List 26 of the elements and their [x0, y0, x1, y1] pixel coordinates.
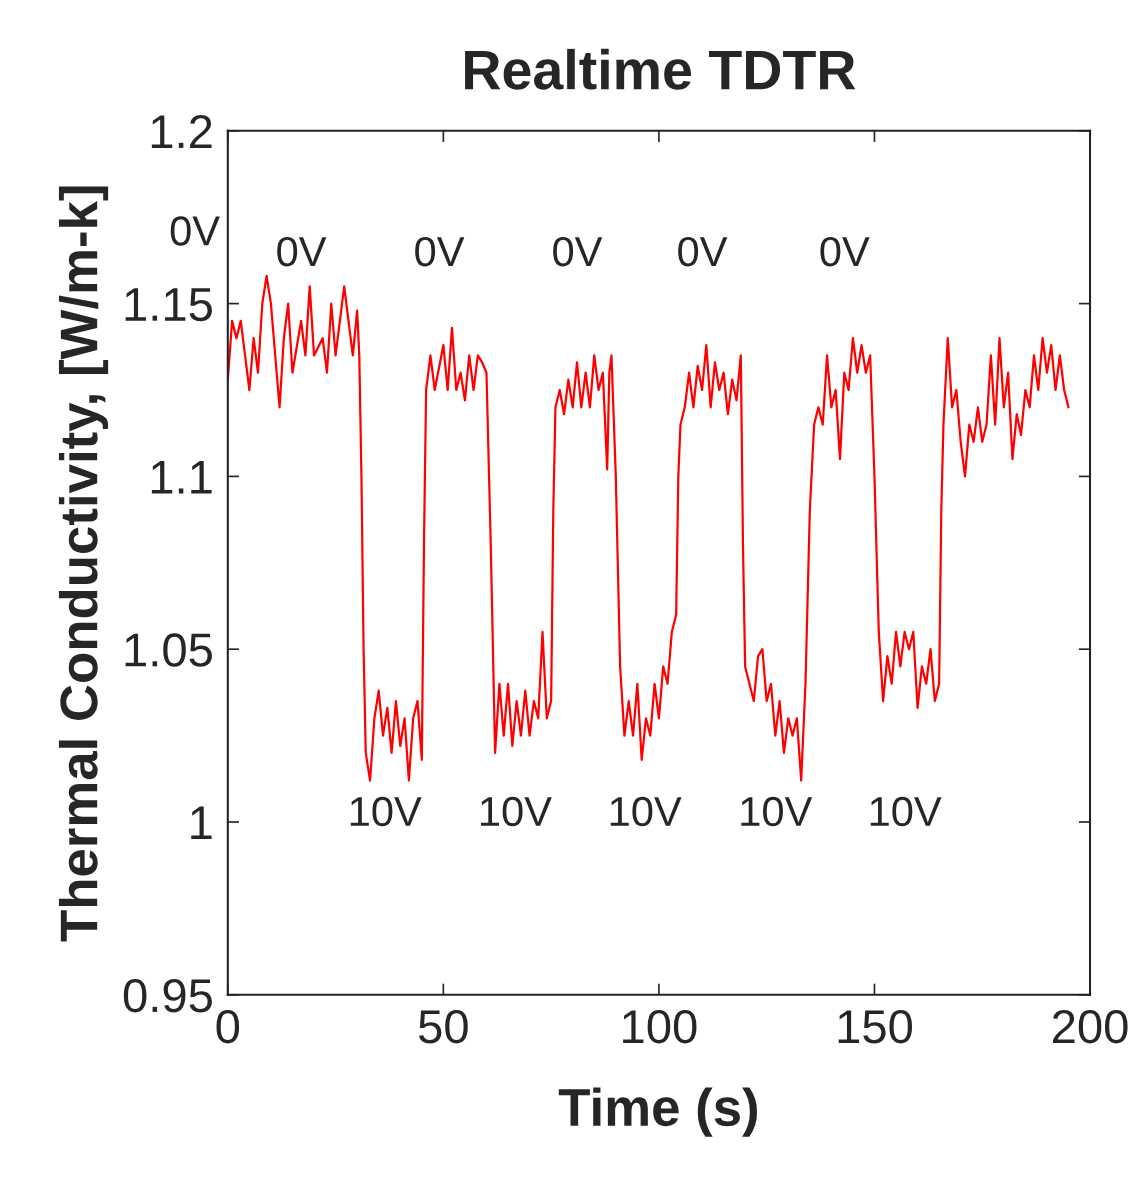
- x-tick-label: 200: [1053, 1009, 1128, 1044]
- y-tick-label: 1.1: [151, 461, 212, 494]
- x-tick-label: 50: [418, 1009, 468, 1044]
- y-tick-label: 0.95: [123, 978, 212, 1013]
- x-tick-label: 100: [623, 1009, 697, 1044]
- annotation: 10V: [610, 796, 682, 827]
- y-tick-label: 1.05: [125, 633, 212, 667]
- annotation: 10V: [350, 796, 422, 827]
- annotation: 10V: [870, 796, 942, 827]
- annotation: 10V: [481, 796, 552, 827]
- annotation: 0V: [277, 236, 327, 267]
- y-axis-title: Thermal Conductivity, [W/m-k]: [58, 186, 109, 942]
- y-tick-label: 1.15: [125, 288, 212, 322]
- annotation: 0V: [553, 236, 603, 267]
- x-axis-title: Time (s): [558, 1087, 758, 1137]
- annotation: 10V: [741, 796, 813, 827]
- annotation: 0V: [415, 236, 465, 267]
- annotation: 0V: [820, 236, 870, 267]
- x-tick-label: 150: [838, 1009, 913, 1044]
- annotation: 0V: [678, 236, 728, 267]
- text: 0V: [170, 216, 220, 246]
- x-tick-label: 0: [216, 1009, 240, 1044]
- line-series: [227, 274, 1070, 782]
- y-tick-label: 1: [191, 806, 212, 840]
- chart-title: Realtime TDTR: [465, 48, 856, 90]
- y-tick-label: 1.2: [151, 114, 212, 148]
